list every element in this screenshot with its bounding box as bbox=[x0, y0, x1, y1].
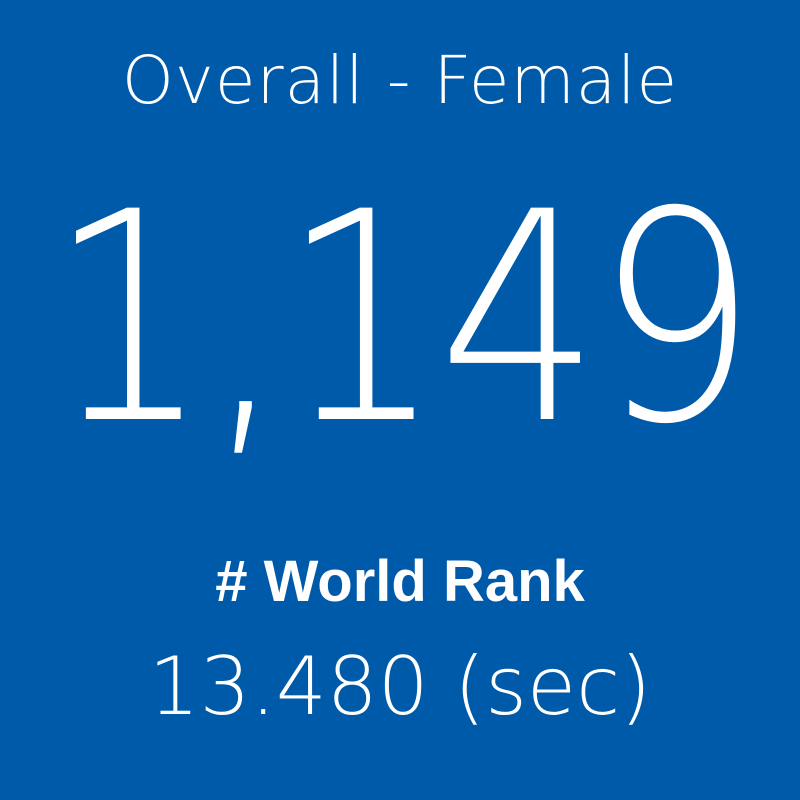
rank-label: # World Rank bbox=[215, 549, 585, 614]
title: Overall - Female bbox=[121, 42, 679, 119]
time: 13.480 (sec) bbox=[148, 640, 652, 733]
rank-value: 1,149 bbox=[48, 151, 757, 488]
